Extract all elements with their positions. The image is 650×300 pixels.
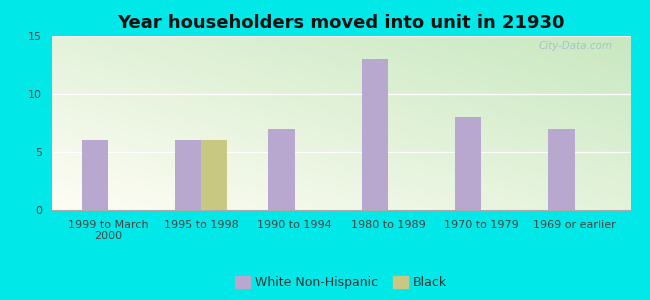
Bar [82, 140, 108, 210]
Bar [362, 59, 388, 210]
Text: City-Data.com: City-Data.com [539, 41, 613, 51]
Bar [455, 117, 481, 210]
Bar [549, 129, 575, 210]
Bar [268, 129, 294, 210]
Bar [175, 140, 202, 210]
Title: Year householders moved into unit in 21930: Year householders moved into unit in 219… [118, 14, 565, 32]
Bar [202, 140, 228, 210]
Legend: White Non-Hispanic, Black: White Non-Hispanic, Black [230, 271, 452, 294]
